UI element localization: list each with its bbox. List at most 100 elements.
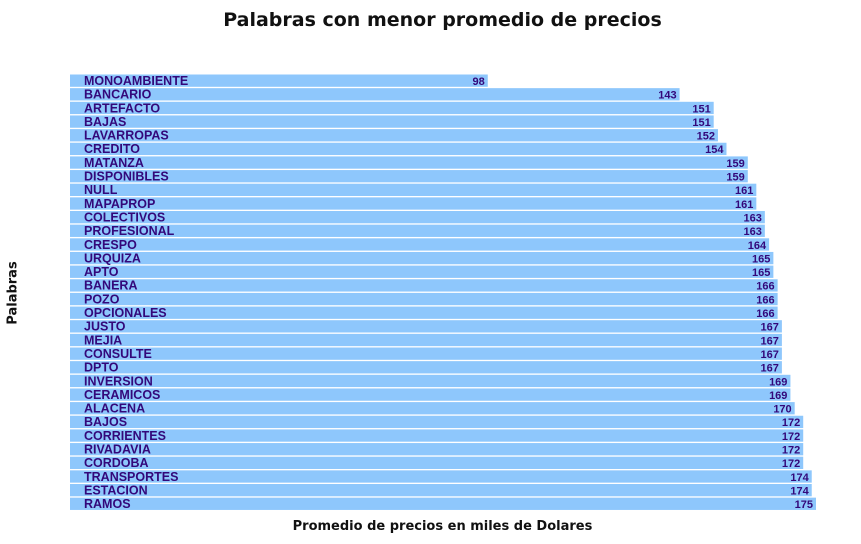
value-label: 172	[782, 417, 800, 429]
labels-group: MONOAMBIENTE 98 BANCARIO 143 ARTEFACTO 151 BAJ…	[84, 74, 813, 511]
category-label: CERAMICOS	[84, 388, 160, 402]
value-label: 159	[726, 158, 744, 170]
value-label: 169	[769, 390, 787, 402]
bar-consulte	[70, 347, 782, 360]
category-label: COLECTIVOS	[84, 210, 165, 224]
value-label: 170	[773, 404, 791, 416]
value-label: 167	[761, 322, 779, 334]
value-label: 172	[782, 445, 800, 457]
category-label: DISPONIBLES	[84, 170, 169, 184]
bar-cordoba	[70, 456, 804, 469]
category-label: MEJIA	[84, 333, 122, 347]
bar-artefacto	[70, 101, 714, 115]
category-label: CORRIENTES	[84, 429, 166, 443]
value-label: 143	[658, 90, 676, 102]
value-label: 151	[692, 103, 710, 115]
bar-bajos	[70, 415, 804, 429]
bar-lavarropas	[70, 129, 718, 142]
category-label: JUSTO	[84, 320, 126, 334]
category-label: MAPAPROP	[84, 197, 155, 211]
bar-estacion	[70, 484, 812, 497]
category-label: CORDOBA	[84, 456, 149, 470]
value-label: 172	[782, 431, 800, 443]
category-label: CONSULTE	[84, 347, 152, 361]
value-label: 151	[692, 117, 710, 129]
bar-justo	[70, 320, 782, 333]
category-label: BANERA	[84, 279, 137, 293]
bar-apto	[70, 265, 774, 278]
category-label: RIVADAVIA	[84, 443, 151, 457]
chart-title: Palabras con menor promedio de precios	[223, 9, 662, 31]
value-label: 166	[756, 294, 774, 306]
value-label: 165	[752, 253, 770, 265]
category-label: ESTACION	[84, 483, 148, 497]
category-label: OPCIONALES	[84, 306, 167, 320]
bar-mapaprop	[70, 197, 757, 210]
value-label: 161	[735, 185, 753, 197]
bar-ramos	[70, 497, 816, 510]
category-label: NULL	[84, 183, 118, 197]
category-label: MONOAMBIENTE	[84, 74, 188, 88]
category-label: BAJOS	[84, 415, 127, 429]
bar-mejia	[70, 333, 782, 347]
value-label: 174	[790, 485, 809, 497]
bar-pozo	[70, 292, 778, 306]
value-label: 166	[756, 308, 774, 320]
category-label: BANCARIO	[84, 88, 152, 102]
category-label: BAJAS	[84, 115, 126, 129]
value-label: 172	[782, 458, 800, 470]
bars-group	[70, 74, 816, 510]
category-label: PROFESIONAL	[84, 224, 175, 238]
category-label: CRESPO	[84, 238, 137, 252]
value-label: 164	[748, 240, 767, 252]
category-label: TRANSPORTES	[84, 470, 178, 484]
bar-profesional	[70, 224, 765, 237]
value-label: 166	[756, 281, 774, 293]
bar-corrientes	[70, 429, 804, 442]
bar-opcionales	[70, 306, 778, 319]
value-label: 167	[761, 335, 779, 347]
bar-dpto	[70, 361, 782, 374]
category-label: ALACENA	[84, 402, 145, 416]
bar-transportes	[70, 470, 812, 483]
bar-crespo	[70, 238, 770, 251]
category-label: POZO	[84, 292, 120, 306]
category-label: APTO	[84, 265, 119, 279]
bar-alacena	[70, 402, 795, 415]
category-label: DPTO	[84, 361, 119, 375]
value-label: 152	[697, 131, 715, 143]
value-label: 161	[735, 199, 753, 211]
bar-null	[70, 183, 757, 196]
value-label: 175	[795, 499, 813, 511]
value-label: 167	[761, 349, 779, 361]
category-label: MATANZA	[84, 156, 144, 170]
bar-banera	[70, 279, 778, 292]
bar-inversion	[70, 374, 791, 388]
bar-disponibles	[70, 170, 748, 183]
bar-ceramicos	[70, 388, 791, 401]
value-label: 165	[752, 267, 770, 279]
bar-rivadavia	[70, 443, 804, 456]
category-label: URQUIZA	[84, 251, 141, 265]
x-axis-label: Promedio de precios en miles de Dolares	[292, 519, 593, 534]
bar-bajas	[70, 115, 714, 128]
category-label: LAVARROPAS	[84, 129, 169, 143]
category-label: CREDITO	[84, 142, 140, 156]
bar-matanza	[70, 156, 748, 169]
value-label: 154	[705, 144, 724, 156]
value-label: 159	[726, 172, 744, 184]
category-label: RAMOS	[84, 497, 131, 511]
bar-urquiza	[70, 251, 774, 265]
bar-bancario	[70, 88, 680, 101]
bar-monoambiente	[70, 74, 488, 87]
category-label: INVERSION	[84, 374, 153, 388]
bar-colectivos	[70, 211, 765, 224]
value-label: 169	[769, 376, 787, 388]
value-label: 163	[743, 212, 761, 224]
value-label: 167	[761, 363, 779, 375]
bar-credito	[70, 142, 727, 156]
value-label: 174	[790, 472, 809, 484]
value-label: 98	[473, 76, 485, 88]
value-label: 163	[743, 226, 761, 238]
